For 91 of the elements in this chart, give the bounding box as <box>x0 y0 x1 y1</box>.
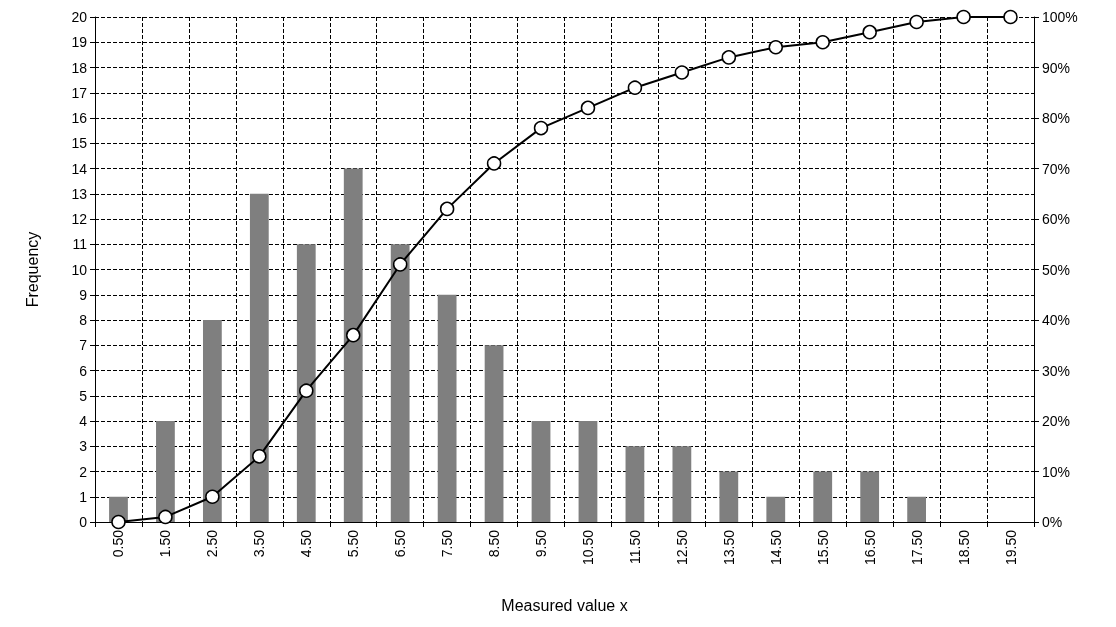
x-tick-label: 19.50 <box>1002 529 1019 566</box>
x-tick-label: 2.50 <box>204 529 221 558</box>
y2-tick-label: 90% <box>1042 59 1071 76</box>
bar <box>390 244 410 522</box>
bar <box>766 496 786 522</box>
x-tick-label: 13.50 <box>720 529 737 566</box>
y-tick-label: 9 <box>79 286 88 303</box>
point <box>1003 9 1018 25</box>
x-tick-label: 5.50 <box>345 529 362 558</box>
y-tick-label: 8 <box>79 312 88 328</box>
point <box>486 156 502 171</box>
y-tick-label: 3 <box>79 438 88 455</box>
bar <box>907 496 927 522</box>
y2-tick-label: 50% <box>1042 261 1071 278</box>
y-tick-label: 19 <box>71 34 88 51</box>
bar <box>813 471 833 522</box>
x-tick-label: 8.50 <box>486 529 503 558</box>
x-tick-label: 18.50 <box>955 529 972 566</box>
y-axis-title: Frequency <box>23 231 41 308</box>
y-tick-label: 15 <box>71 135 88 152</box>
x-tick-label: 15.50 <box>814 529 831 566</box>
point <box>299 383 314 398</box>
point <box>721 50 737 65</box>
bar <box>156 421 175 522</box>
y-tick-label: 10 <box>71 261 88 278</box>
y-tick-label: 7 <box>79 337 88 354</box>
y-tick-label: 0 <box>79 514 88 530</box>
point <box>252 449 267 464</box>
point <box>158 509 173 525</box>
y-tick-label: 11 <box>72 236 88 253</box>
bar <box>672 446 692 522</box>
x-tick-label: 3.50 <box>251 529 268 558</box>
y2-tick-label: 70% <box>1042 160 1071 177</box>
bar <box>860 471 880 522</box>
y2-tick-label: 20% <box>1042 413 1071 429</box>
x-tick-label: 9.50 <box>533 529 550 558</box>
y-tick-label: 16 <box>71 110 88 126</box>
bar <box>578 421 598 522</box>
bar <box>437 294 457 522</box>
point <box>674 65 690 80</box>
point <box>627 80 643 95</box>
point <box>205 489 220 504</box>
x-tick-label: 7.50 <box>439 529 456 558</box>
x-tick-label: 6.50 <box>392 529 409 558</box>
y-tick-label: 17 <box>71 84 88 101</box>
y-tick-label: 4 <box>79 413 88 429</box>
bar <box>531 421 551 522</box>
x-tick-label: 17.50 <box>908 529 925 566</box>
point <box>392 257 408 272</box>
y-tick-label: 1 <box>79 488 88 505</box>
x-tick-label: 10.50 <box>579 529 596 566</box>
point <box>862 24 877 40</box>
point <box>345 327 361 343</box>
point <box>909 14 924 30</box>
y2-tick-label: 10% <box>1042 463 1071 480</box>
x-tick-label: 11.50 <box>626 529 643 564</box>
y-tick-label: 12 <box>71 211 88 227</box>
y-tick-label: 13 <box>71 185 88 202</box>
x-tick-label: 14.50 <box>767 529 784 566</box>
x-tick-label: 1.50 <box>157 529 174 558</box>
y-tick-label: 6 <box>79 362 88 379</box>
y-tick-label: 20 <box>71 9 88 25</box>
bar <box>249 193 269 522</box>
point <box>580 100 596 116</box>
bar <box>484 345 504 522</box>
y2-tick-label: 30% <box>1042 362 1071 379</box>
y-tick-label: 2 <box>79 463 88 480</box>
y-tick-label: 14 <box>71 160 88 177</box>
y2-tick-label: 40% <box>1042 312 1071 328</box>
y2-tick-label: 100% <box>1042 9 1078 25</box>
y-tick-label: 5 <box>79 387 88 404</box>
x-tick-label: 0.50 <box>110 529 127 558</box>
y2-tick-label: 0% <box>1042 514 1063 530</box>
x-axis-title: Measured value x <box>501 596 628 614</box>
x-tick-label: 4.50 <box>298 529 315 558</box>
point <box>768 40 784 55</box>
y2-tick-label: 80% <box>1042 110 1071 126</box>
bar <box>625 446 645 522</box>
point <box>815 35 830 50</box>
point <box>111 514 126 530</box>
bar <box>296 244 316 522</box>
bar <box>719 471 739 522</box>
point <box>533 120 549 136</box>
bar <box>202 320 222 522</box>
point <box>956 9 971 25</box>
x-tick-label: 12.50 <box>673 529 690 566</box>
point <box>439 201 455 217</box>
x-tick-label: 16.50 <box>861 529 878 566</box>
y2-tick-label: 60% <box>1042 211 1071 227</box>
bar <box>343 168 363 522</box>
y-tick-label: 18 <box>71 59 88 76</box>
